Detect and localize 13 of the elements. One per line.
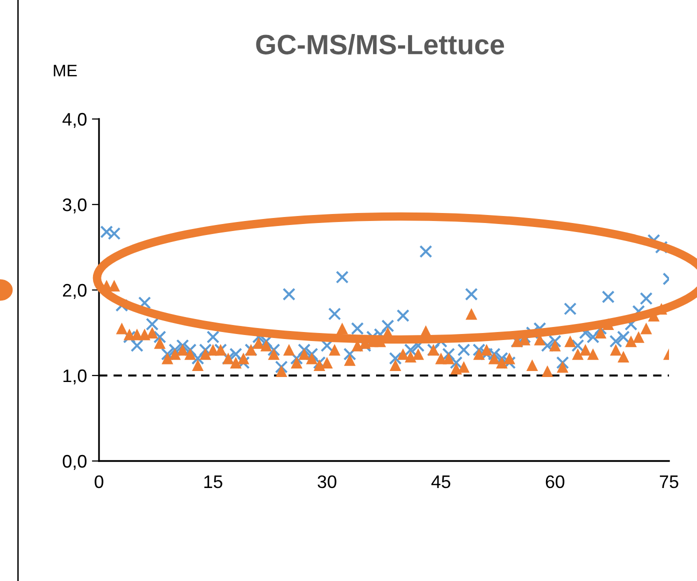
x-tick-label: 15 [204, 476, 222, 488]
x-tick-label: 30 [318, 475, 336, 488]
x-tick-label: 60 [546, 475, 564, 488]
x-tick-label: 45 [431, 476, 450, 488]
chart-title: GC-MS/MS-Lettuce [256, 34, 504, 55]
y-tick-label: 3,0 [62, 198, 86, 214]
x-tick-label: 0 [94, 475, 104, 488]
y-tick-label: 0,0 [62, 454, 86, 470]
y-axis-title: ME [54, 64, 77, 76]
y-tick-label: 4,0 [62, 112, 86, 128]
x-tick-label: 75 [660, 476, 678, 488]
y-tick-label: 2,0 [63, 284, 86, 299]
y-tick-label: 1,0 [63, 369, 86, 384]
